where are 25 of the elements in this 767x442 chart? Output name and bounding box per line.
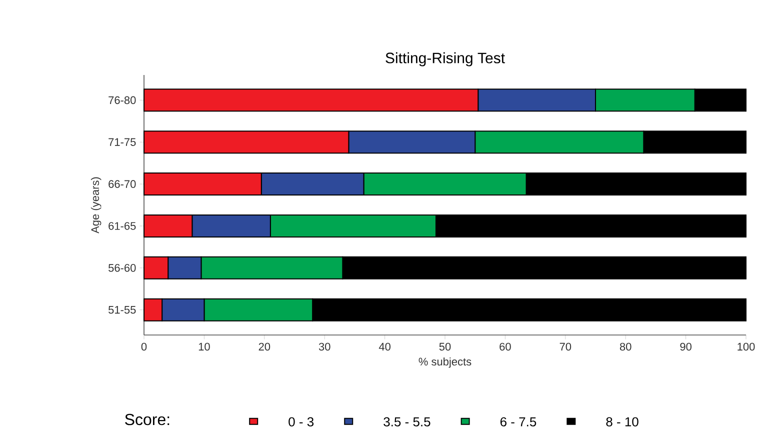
x-tick-label: 0 [141,342,147,351]
x-tick-label: 100 [738,342,755,351]
legend-title: Score: [125,414,170,426]
x-tick-label: 40 [378,342,390,351]
x-tick-label: 90 [680,342,692,351]
x-tick-label: 20 [258,342,270,351]
legend-label: 6 - 7.5 [500,417,536,426]
x-tick-label: 70 [560,342,572,351]
y-tick-label: 66-70 [108,180,136,188]
y-tick-label: 51-55 [108,306,136,314]
y-tick-label: 71-75 [108,138,136,146]
legend-label: 3.5 - 5.5 [384,417,430,426]
y-tick-label: 56-60 [108,264,136,272]
x-tick-label: 50 [439,342,451,351]
y-tick-label: 61-65 [108,222,136,230]
x-tick-label: 30 [318,342,330,351]
x-tick-label: 80 [620,342,632,351]
legend-label: 8 - 10 [606,417,638,426]
x-axis-title: % subjects [418,357,472,368]
x-tick-label: 10 [198,342,210,351]
chart-title: Sitting-Rising Test [386,52,505,66]
y-axis-title: Age (years) [90,177,102,234]
x-tick-label: 60 [500,342,511,351]
y-tick-label: 76-80 [108,96,136,104]
legend-label: 0 - 3 [288,417,314,426]
